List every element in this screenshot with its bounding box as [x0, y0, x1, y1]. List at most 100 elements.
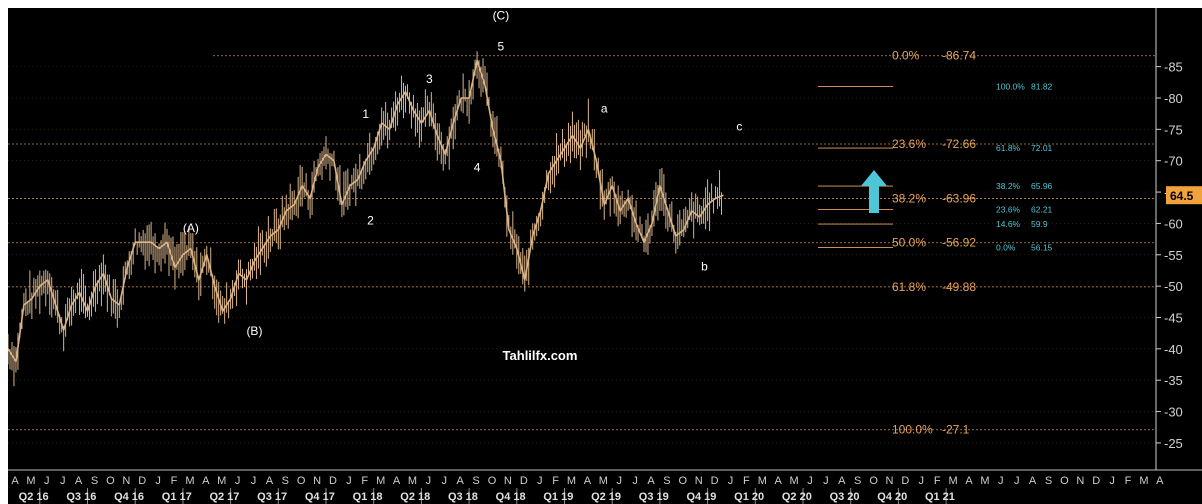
- x-month-label: A: [457, 475, 465, 487]
- x-month-label: F: [934, 475, 941, 487]
- x-month-label: M: [1139, 475, 1148, 487]
- projection-level-value: 72.01: [1031, 143, 1053, 153]
- x-month-label: N: [886, 475, 894, 487]
- y-tick-label: -60: [1164, 216, 1183, 231]
- price-series: [8, 51, 724, 387]
- x-month-label: A: [838, 475, 846, 487]
- x-month-label: A: [393, 475, 401, 487]
- x-month-label: D: [520, 475, 528, 487]
- x-month-label: A: [775, 475, 783, 487]
- x-month-label: M: [217, 475, 226, 487]
- fib-level-label: 61.8%: [892, 280, 926, 294]
- fib-level-value: -72.66: [942, 137, 976, 151]
- x-month-label: A: [266, 475, 274, 487]
- x-month-label: F: [1125, 475, 1132, 487]
- projection-level-value: 65.96: [1031, 181, 1053, 191]
- fibonacci-projection-levels: 100.0% 81.82 61.8% 72.01 38.2% 65.96 23.6% 62.2…: [818, 82, 1053, 253]
- wave-label: 1: [362, 107, 369, 121]
- x-month-label: N: [504, 475, 512, 487]
- x-month-label: M: [758, 475, 767, 487]
- x-month-label: D: [138, 475, 146, 487]
- x-month-label: N: [122, 475, 130, 487]
- x-month-label: A: [647, 475, 655, 487]
- x-month-label: J: [728, 475, 734, 487]
- x-month-label: M: [376, 475, 385, 487]
- x-month-label: A: [584, 475, 592, 487]
- up-arrow-icon: [861, 170, 887, 213]
- projection-level-value: 56.15: [1031, 243, 1053, 253]
- x-month-label: J: [998, 475, 1004, 487]
- last-price-label: 64.5: [1170, 189, 1194, 203]
- x-month-label: N: [1076, 475, 1084, 487]
- x-month-label: J: [60, 475, 65, 487]
- x-quarter-label: Q1 19: [543, 491, 573, 503]
- x-quarter-label: Q4 16: [114, 491, 144, 503]
- wave-label: a: [601, 101, 608, 115]
- y-tick-label: -40: [1164, 342, 1183, 357]
- x-month-label: S: [1045, 475, 1052, 487]
- x-month-label: M: [790, 475, 799, 487]
- x-quarter-label: Q1 18: [353, 491, 383, 503]
- x-month-label: F: [552, 475, 559, 487]
- y-tick-label: -85: [1164, 60, 1183, 75]
- x-month-label: M: [949, 475, 958, 487]
- fib-level-value: -27.1: [942, 423, 970, 437]
- projection-level-value: 81.82: [1031, 82, 1053, 92]
- x-month-label: D: [1092, 475, 1100, 487]
- x-quarter-label: Q4 17: [305, 491, 335, 503]
- y-tick-label: -35: [1164, 373, 1183, 388]
- wave-label: (B): [246, 324, 262, 338]
- x-quarter-label: Q3 17: [257, 491, 287, 503]
- projection-level-value: 59.9: [1031, 219, 1048, 229]
- x-month-label: M: [26, 475, 35, 487]
- x-quarter-label: Q3 20: [830, 491, 860, 503]
- x-month-label: A: [75, 475, 83, 487]
- x-month-label: J: [155, 475, 161, 487]
- wave-label: (A): [183, 221, 199, 235]
- wave-label: 2: [367, 214, 374, 228]
- x-quarter-label: Q2 16: [19, 491, 49, 503]
- wave-label: c: [736, 120, 742, 134]
- projection-level-label: 14.6%: [996, 219, 1021, 229]
- last-price-badge: [1166, 186, 1202, 205]
- x-quarter-label: Q2 18: [400, 491, 430, 503]
- x-month-label: S: [854, 475, 861, 487]
- x-month-label: J: [1014, 475, 1020, 487]
- y-tick-label: -45: [1164, 310, 1183, 325]
- wave-labels: (A) (B) 1 2 3 4 5 (C) a b c: [183, 9, 743, 338]
- watermark-text: Tahlilfx.com: [503, 348, 578, 363]
- y-tick-label: -50: [1164, 279, 1183, 294]
- x-quarter-label: Q1 20: [734, 491, 764, 503]
- x-quarter-label: Q4 18: [496, 491, 526, 503]
- x-month-label: A: [11, 475, 19, 487]
- x-month-label: O: [869, 475, 878, 487]
- y-tick-label: -70: [1164, 154, 1183, 169]
- x-month-label: O: [297, 475, 306, 487]
- x-quarter-label: Q2 17: [209, 491, 239, 503]
- x-month-label: O: [488, 475, 497, 487]
- x-month-label: J: [235, 475, 241, 487]
- wave-label: (C): [493, 9, 510, 23]
- fib-level-label: 50.0%: [892, 236, 926, 250]
- projection-level-label: 23.6%: [996, 205, 1021, 215]
- projection-level-label: 38.2%: [996, 181, 1021, 191]
- x-month-label: J: [807, 475, 813, 487]
- x-month-label: J: [346, 475, 352, 487]
- fib-level-value: -49.88: [942, 280, 976, 294]
- x-month-label: S: [91, 475, 98, 487]
- x-month-label: J: [251, 475, 257, 487]
- fib-level-label: 0.0%: [892, 49, 920, 63]
- x-month-label: F: [743, 475, 750, 487]
- x-month-label: J: [823, 475, 829, 487]
- wave-label: b: [701, 259, 708, 273]
- x-month-label: D: [711, 475, 719, 487]
- x-month-label: J: [1109, 475, 1115, 487]
- x-quarter-label: Q1 17: [162, 491, 192, 503]
- x-month-label: J: [616, 475, 622, 487]
- x-quarter-label: Q4 19: [686, 491, 716, 503]
- x-month-label: J: [537, 475, 543, 487]
- wave-label: 5: [498, 39, 505, 53]
- projection-level-label: 0.0%: [996, 243, 1016, 253]
- x-month-label: M: [980, 475, 989, 487]
